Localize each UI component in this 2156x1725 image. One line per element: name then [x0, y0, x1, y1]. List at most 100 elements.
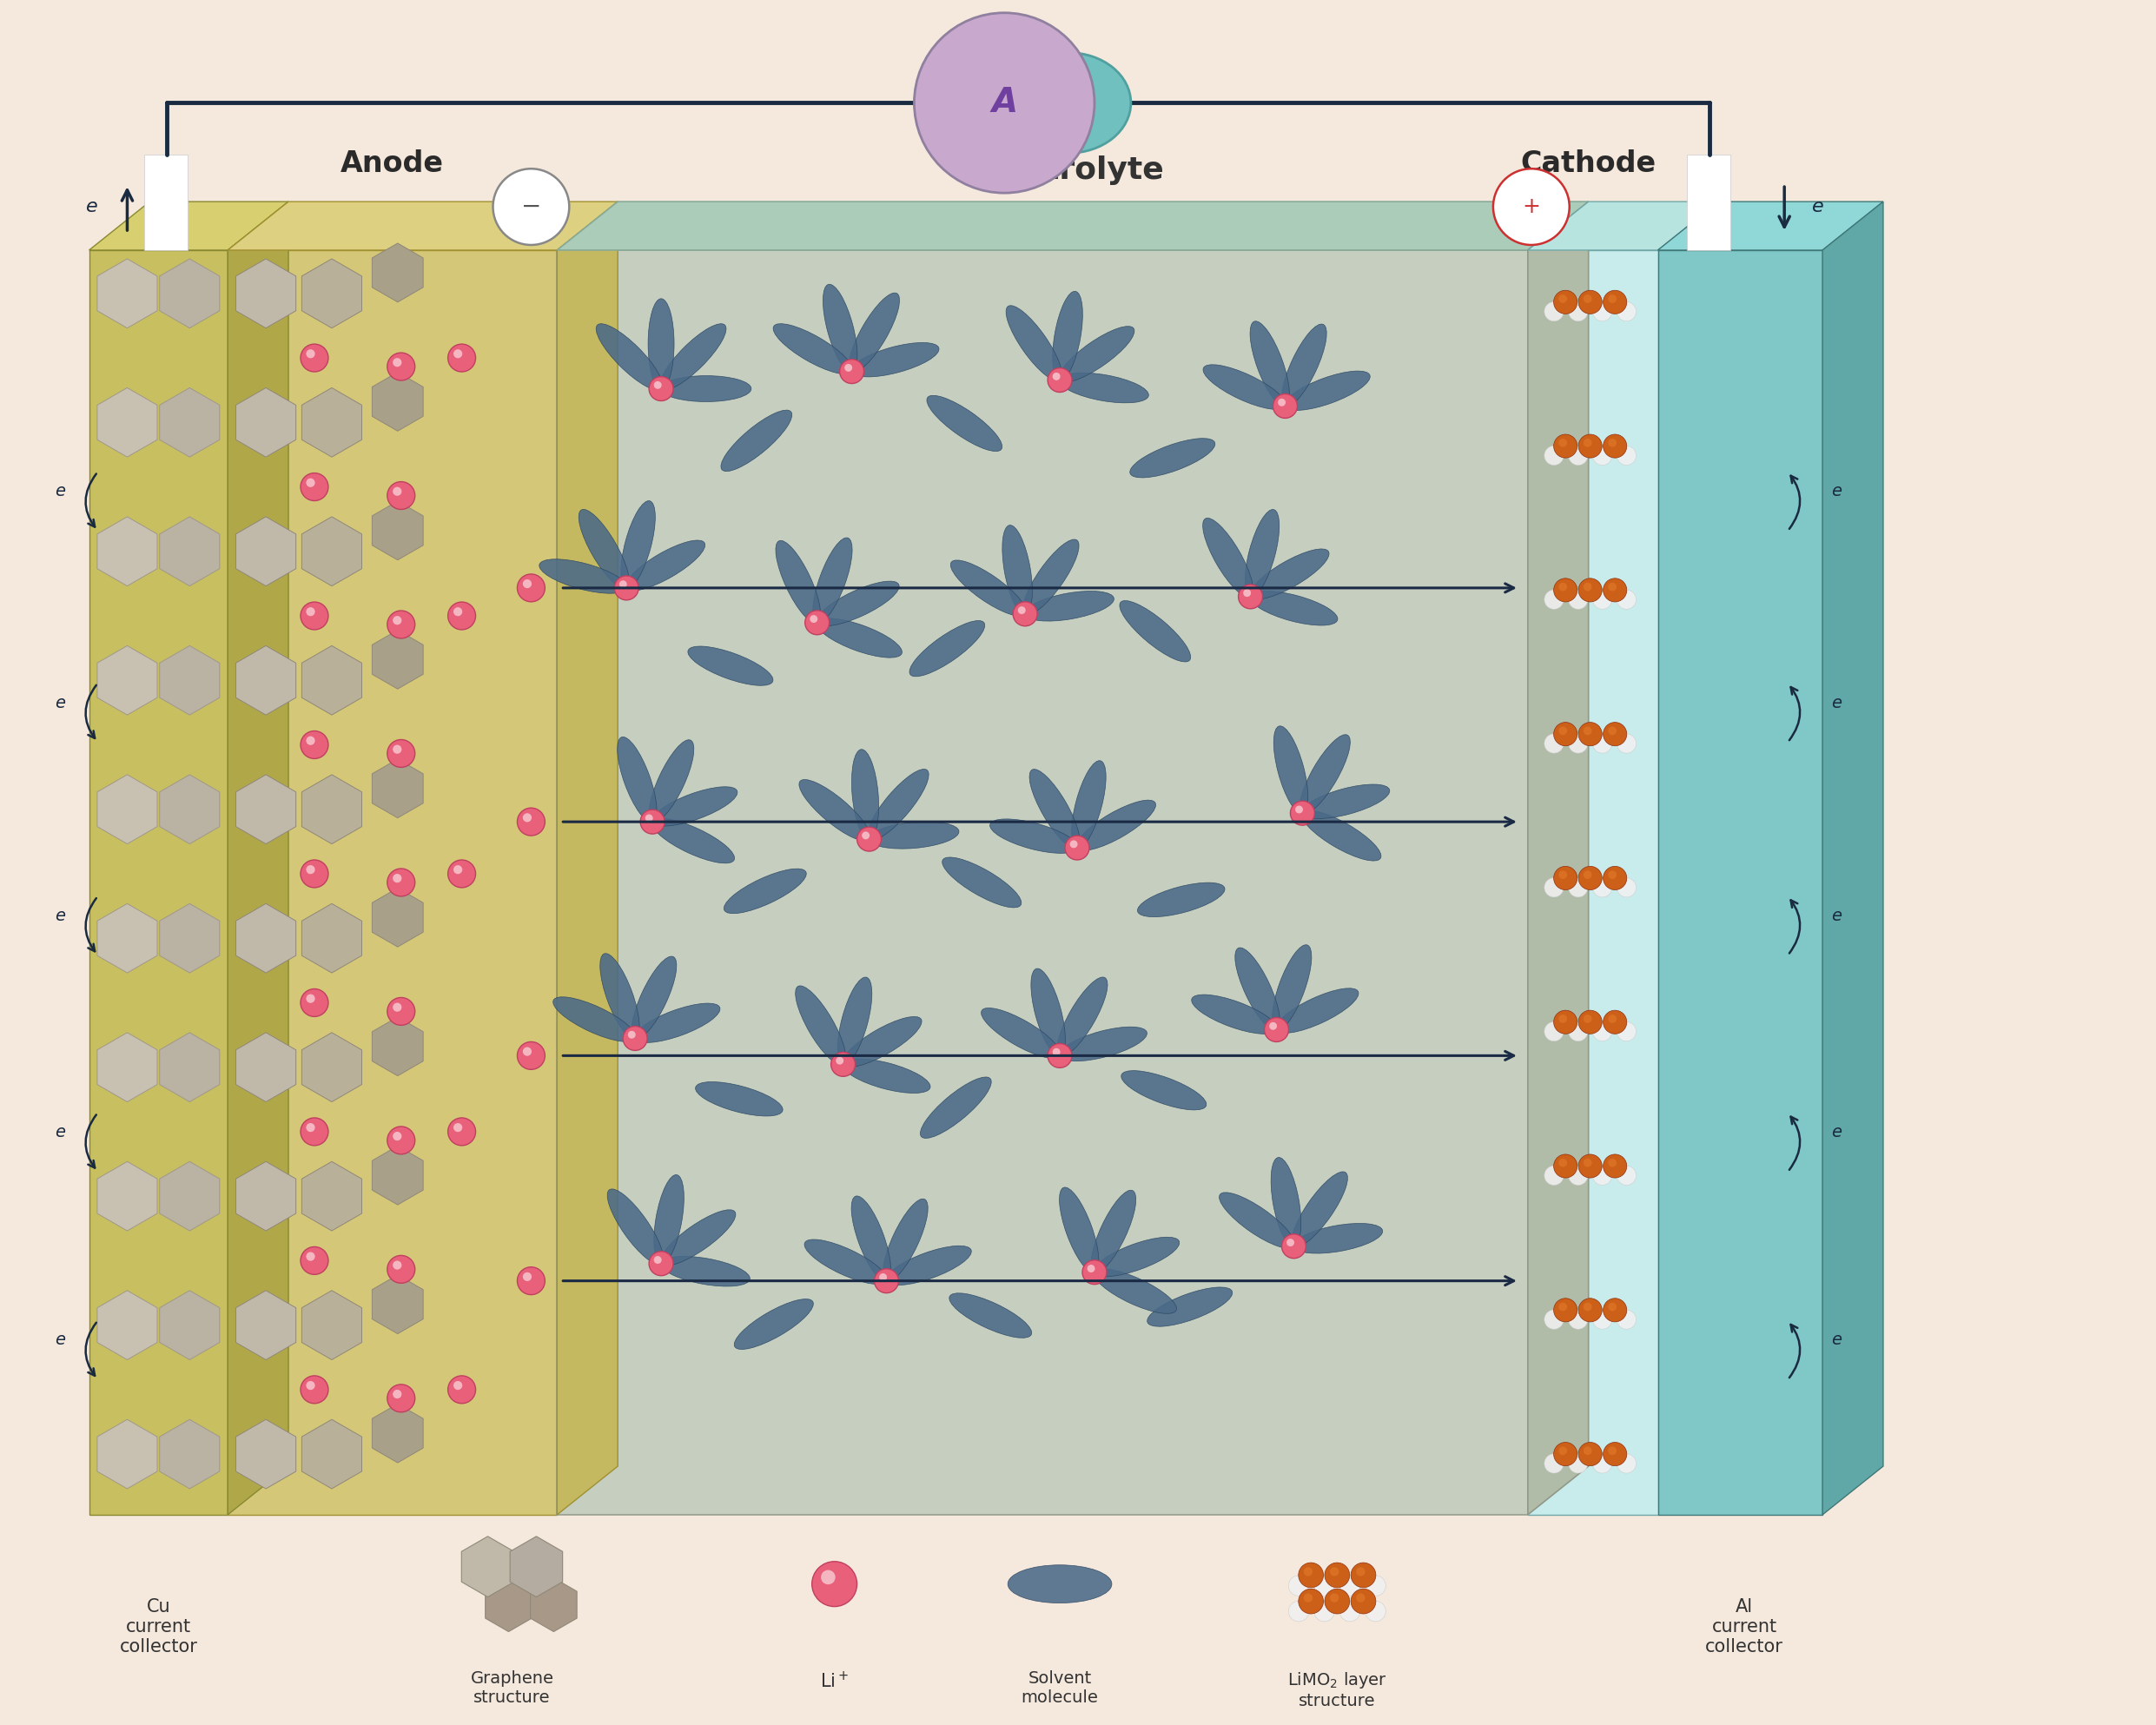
- Ellipse shape: [852, 343, 940, 376]
- Circle shape: [1608, 726, 1617, 735]
- Circle shape: [300, 343, 328, 373]
- Circle shape: [392, 486, 401, 495]
- Ellipse shape: [1220, 1192, 1294, 1249]
- Polygon shape: [302, 1290, 362, 1359]
- Circle shape: [1069, 840, 1078, 849]
- Ellipse shape: [649, 740, 694, 823]
- Ellipse shape: [660, 324, 727, 390]
- Circle shape: [1583, 1014, 1591, 1023]
- Polygon shape: [97, 1161, 157, 1232]
- Circle shape: [645, 814, 653, 823]
- Circle shape: [1578, 1442, 1602, 1466]
- Circle shape: [1593, 1021, 1613, 1042]
- Circle shape: [623, 1026, 647, 1051]
- Circle shape: [1604, 1154, 1628, 1178]
- Circle shape: [1583, 1302, 1591, 1311]
- Circle shape: [1559, 1159, 1567, 1168]
- Circle shape: [804, 611, 830, 635]
- Circle shape: [388, 481, 414, 509]
- Circle shape: [1554, 723, 1578, 745]
- Ellipse shape: [1059, 1187, 1100, 1273]
- Circle shape: [1298, 1563, 1324, 1587]
- Circle shape: [392, 745, 401, 754]
- Circle shape: [1604, 1011, 1628, 1033]
- Text: e: e: [1830, 907, 1841, 925]
- Circle shape: [1583, 583, 1591, 592]
- Circle shape: [1082, 1259, 1106, 1285]
- Polygon shape: [235, 1420, 295, 1489]
- Ellipse shape: [817, 618, 901, 657]
- Polygon shape: [461, 1537, 513, 1597]
- Ellipse shape: [653, 787, 737, 826]
- Ellipse shape: [981, 1007, 1061, 1059]
- Circle shape: [1544, 1021, 1563, 1042]
- Circle shape: [1324, 1563, 1350, 1587]
- Circle shape: [1604, 578, 1628, 602]
- Circle shape: [1567, 302, 1587, 321]
- Circle shape: [1279, 398, 1285, 407]
- Polygon shape: [235, 1033, 295, 1102]
- Circle shape: [388, 1385, 414, 1413]
- Circle shape: [1617, 733, 1636, 754]
- Circle shape: [1339, 1575, 1360, 1596]
- Circle shape: [856, 826, 882, 850]
- Circle shape: [1608, 871, 1617, 880]
- Ellipse shape: [884, 1199, 927, 1282]
- Ellipse shape: [1283, 324, 1326, 407]
- Ellipse shape: [1272, 1157, 1300, 1245]
- Circle shape: [1554, 290, 1578, 314]
- Circle shape: [1608, 438, 1617, 447]
- Circle shape: [1593, 445, 1613, 466]
- Ellipse shape: [735, 1299, 813, 1349]
- Ellipse shape: [1059, 1026, 1147, 1061]
- Polygon shape: [235, 775, 295, 844]
- Polygon shape: [160, 1033, 220, 1102]
- Circle shape: [1554, 435, 1578, 457]
- Ellipse shape: [660, 1209, 735, 1266]
- Circle shape: [1559, 1447, 1567, 1454]
- Circle shape: [1608, 1014, 1617, 1023]
- Polygon shape: [1529, 202, 1718, 250]
- Text: Al
current
collector: Al current collector: [1705, 1597, 1783, 1656]
- Circle shape: [1604, 723, 1628, 745]
- Circle shape: [1593, 302, 1613, 321]
- Circle shape: [453, 1123, 461, 1132]
- Circle shape: [1352, 1589, 1376, 1615]
- Polygon shape: [160, 1420, 220, 1489]
- Circle shape: [388, 997, 414, 1025]
- Circle shape: [1617, 1021, 1636, 1042]
- Circle shape: [522, 580, 533, 588]
- Polygon shape: [373, 888, 423, 947]
- Circle shape: [392, 1132, 401, 1140]
- Text: Graphene
structure: Graphene structure: [470, 1670, 554, 1706]
- Circle shape: [880, 1273, 886, 1282]
- Polygon shape: [302, 1420, 362, 1489]
- Ellipse shape: [949, 1294, 1033, 1339]
- Ellipse shape: [824, 285, 858, 371]
- Circle shape: [1608, 583, 1617, 592]
- Circle shape: [453, 866, 461, 875]
- Circle shape: [1578, 1154, 1602, 1178]
- Circle shape: [811, 616, 817, 623]
- Circle shape: [1544, 1454, 1563, 1473]
- Text: e: e: [54, 483, 65, 500]
- Circle shape: [1583, 1447, 1591, 1454]
- Polygon shape: [160, 1290, 220, 1359]
- Ellipse shape: [1276, 988, 1358, 1033]
- Circle shape: [1554, 1011, 1578, 1033]
- Circle shape: [306, 478, 315, 486]
- Polygon shape: [373, 1275, 423, 1333]
- Circle shape: [614, 576, 638, 600]
- Circle shape: [392, 1390, 401, 1399]
- Polygon shape: [373, 1145, 423, 1204]
- Circle shape: [453, 350, 461, 359]
- Ellipse shape: [608, 1189, 664, 1264]
- Circle shape: [1544, 878, 1563, 897]
- Circle shape: [306, 737, 315, 745]
- Circle shape: [306, 994, 315, 1002]
- Circle shape: [830, 1052, 856, 1076]
- Text: e: e: [54, 1125, 65, 1140]
- Ellipse shape: [886, 1245, 972, 1285]
- Ellipse shape: [852, 749, 880, 838]
- Circle shape: [1263, 1018, 1289, 1042]
